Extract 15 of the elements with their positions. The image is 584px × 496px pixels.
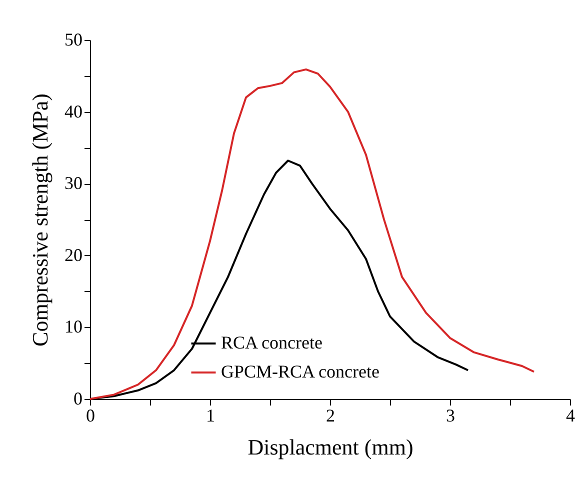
x-tick-label: 4 [566,406,575,426]
x-tick-label: 1 [206,406,215,426]
x-axis-title: Displacment (mm) [248,434,414,460]
y-tick-label: 30 [64,173,82,194]
y-tick-label: 20 [64,244,82,265]
x-tick-label: 0 [86,406,95,426]
y-tick-label: 40 [64,101,82,122]
y-tick-label: 0 [74,388,82,408]
legend-label: GPCM-RCA concrete [221,362,380,382]
y-axis-title: Compressive strength (MPa) [28,94,52,346]
x-tick-label: 2 [326,406,335,426]
y-tick-label: 50 [64,30,82,50]
x-tick-label: 3 [446,406,455,426]
y-tick-label: 10 [64,316,82,337]
legend-label: RCA concrete [221,332,322,352]
